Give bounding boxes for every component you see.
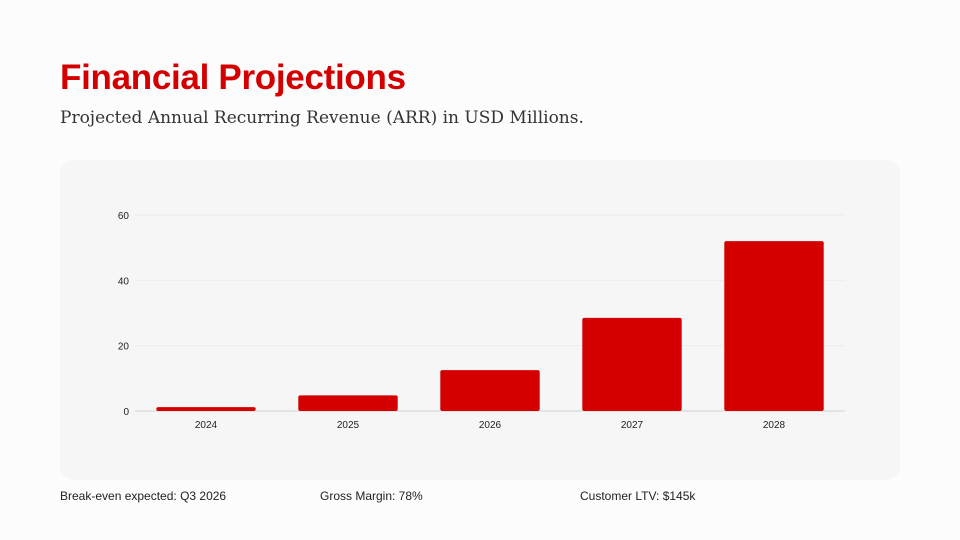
x-tick-label: 2028 — [763, 420, 786, 431]
y-tick-label: 40 — [118, 276, 130, 287]
x-tick-label: 2025 — [337, 420, 360, 431]
footer-customer-ltv: Customer LTV: $145k — [580, 489, 696, 503]
bar-2026 — [440, 370, 540, 411]
page-subtitle: Projected Annual Recurring Revenue (ARR)… — [60, 108, 584, 128]
bar-2025 — [298, 395, 398, 411]
footer-gross-margin: Gross Margin: 78% — [320, 489, 423, 503]
y-tick-label: 20 — [118, 342, 130, 353]
bar-2024 — [156, 407, 256, 411]
x-tick-label: 2027 — [621, 420, 644, 431]
footer-break-even: Break-even expected: Q3 2026 — [60, 489, 227, 503]
page-title: Financial Projections — [60, 58, 406, 97]
bar-2028 — [724, 241, 824, 411]
x-tick-label: 2024 — [195, 420, 218, 431]
x-tick-label: 2026 — [479, 420, 502, 431]
y-tick-label: 0 — [123, 407, 129, 418]
bar-2027 — [582, 317, 682, 411]
y-tick-label: 60 — [118, 211, 130, 222]
